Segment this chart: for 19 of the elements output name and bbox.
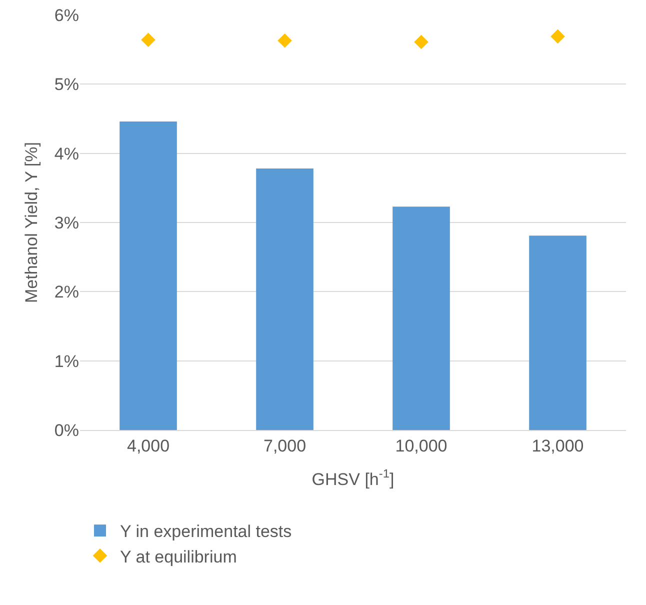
bar — [256, 168, 314, 430]
y-axis-title: Methanol Yield, Y [%] — [22, 142, 41, 303]
y-tick-label: 5% — [54, 75, 79, 94]
y-tick-label: 1% — [54, 352, 79, 371]
bar — [392, 206, 450, 430]
x-axis-title: GHSV [h$^{-1}$] — [312, 466, 394, 489]
x-tick-label: 13,000 — [532, 436, 584, 456]
x-tick-label: 4,000 — [126, 436, 170, 456]
bar — [529, 236, 586, 430]
y-tick-label: 4% — [54, 144, 79, 164]
y-tick-label: 6% — [54, 6, 79, 25]
bar — [120, 122, 177, 430]
y-tick-label: 2% — [54, 282, 79, 302]
x-tick-label: 10,000 — [395, 436, 448, 456]
legend-label: Y at equilibrium — [120, 547, 237, 566]
y-tick-label: 3% — [54, 213, 79, 232]
y-tick-label: 0% — [54, 420, 79, 440]
legend-label: Y in experimental tests — [120, 522, 292, 542]
x-tick-label: 7,000 — [263, 436, 306, 456]
